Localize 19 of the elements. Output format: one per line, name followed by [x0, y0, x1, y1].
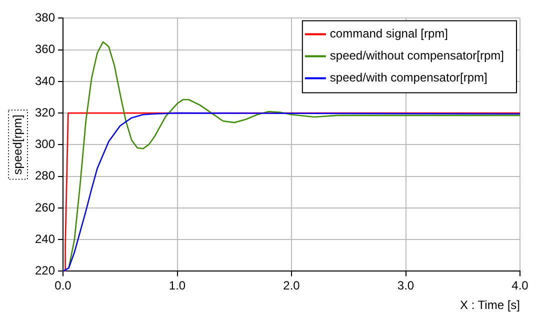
y-tick-label: 360 — [34, 42, 56, 56]
x-tick-label: 2.0 — [283, 278, 300, 293]
y-tick-label: 380 — [34, 10, 56, 25]
y-tick-label: 320 — [34, 105, 56, 120]
x-axis-title: X : Time [s] — [460, 298, 520, 312]
y-tick-label: 220 — [34, 264, 56, 278]
y-tick-label: 340 — [34, 74, 56, 88]
y-tick-label: 300 — [34, 137, 56, 152]
legend-label: command signal [rpm] — [330, 26, 448, 41]
x-tick-label: 4.0 — [512, 278, 529, 293]
y-axis-title: speed[rpm] — [10, 114, 24, 175]
x-tick-label: 0.0 — [54, 278, 72, 293]
y-tick-label: 280 — [34, 168, 56, 183]
x-tick-label: 3.0 — [397, 278, 414, 293]
y-tick-label: 260 — [34, 200, 56, 214]
legend-label: speed/without compensator[rpm] — [330, 48, 504, 63]
x-tick-label: 1.0 — [168, 278, 186, 293]
y-tick-label: 240 — [34, 232, 56, 246]
legend-label: speed/with compensator[rpm] — [330, 70, 488, 85]
